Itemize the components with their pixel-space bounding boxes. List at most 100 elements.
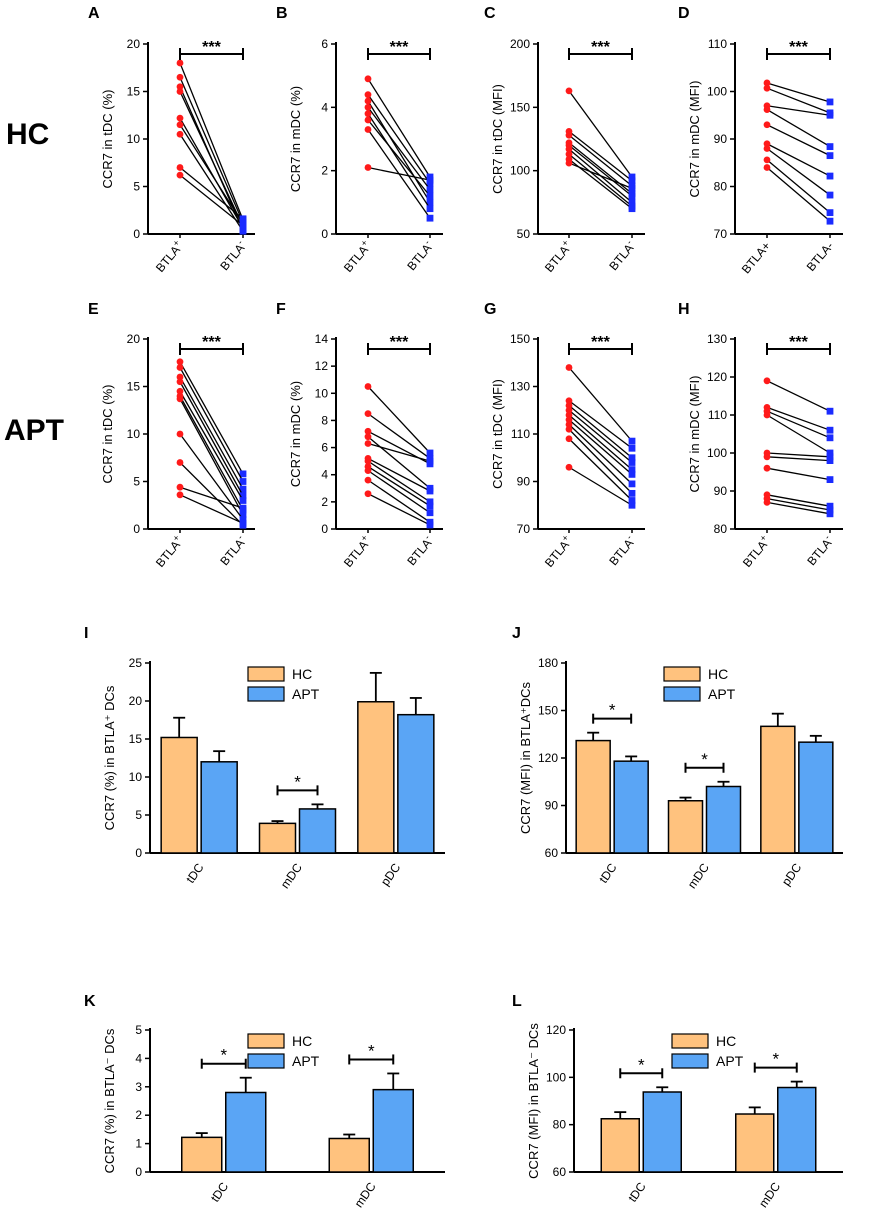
y-tick-label-J: 60 <box>545 846 559 860</box>
pair-line <box>766 501 831 515</box>
bar-hc <box>600 1118 640 1173</box>
legend-label-hc: HC <box>292 1033 312 1049</box>
legend-swatch-apt <box>247 686 285 702</box>
btla-neg-point <box>628 205 636 213</box>
btla-neg-point <box>426 457 434 465</box>
legend-label-hc: HC <box>708 666 728 682</box>
pair-line <box>568 142 633 194</box>
pair-line <box>766 82 831 103</box>
pair-line <box>179 398 244 516</box>
btla-neg-point <box>628 454 636 462</box>
legend-swatch-apt <box>671 1053 709 1069</box>
btla-neg-point <box>628 480 636 488</box>
btla-pos-point <box>176 130 184 138</box>
btla-pos-point <box>176 483 184 491</box>
y-tick-label-E: 10 <box>127 427 141 441</box>
y-tick-label-B: 6 <box>321 37 328 51</box>
y-tick-label-J: 120 <box>538 751 558 765</box>
y-tick-label-J: 90 <box>545 799 559 813</box>
x-tick-label-K: mDC <box>352 1179 379 1210</box>
bar-apt <box>372 1088 414 1173</box>
pair-line <box>568 438 633 501</box>
y-tick-label-E: 15 <box>127 380 141 394</box>
y-tick-label-D: 100 <box>707 85 727 99</box>
btla-neg-point <box>628 177 636 185</box>
y-tick-label-H: 120 <box>707 370 727 384</box>
panel-letter-F: F <box>276 301 286 318</box>
btla-pos-point <box>763 121 771 129</box>
panel-letter-A: A <box>88 5 100 22</box>
pair-line <box>179 390 244 501</box>
y-tick-label-E: 0 <box>133 522 140 536</box>
pair-line <box>367 166 431 181</box>
btla-neg-point <box>826 453 834 461</box>
y-tick-label-J: 150 <box>538 704 558 718</box>
y-tick-label-B: 0 <box>321 227 328 241</box>
panel-H: H 80 90 100 110 120 130 CCR7 in mDC (MFI) BTLA+ B… <box>678 301 843 570</box>
sig-label: * <box>294 772 301 791</box>
x-tick-label-A: BTLA- <box>216 238 249 274</box>
bar-hc <box>181 1136 223 1173</box>
pair-line <box>179 376 244 490</box>
pair-line <box>568 404 633 459</box>
btla-pos-point <box>565 411 573 419</box>
btla-neg-point <box>239 519 247 527</box>
btla-neg-point <box>826 476 834 483</box>
btla-pos-point <box>364 116 372 124</box>
y-tick-label-I: 0 <box>135 846 142 860</box>
btla-neg-point <box>826 449 834 457</box>
y-tick-label-L: 120 <box>546 1023 566 1037</box>
pair-line <box>766 494 831 507</box>
y-tick-label-K: 5 <box>135 1023 142 1037</box>
btla-neg-point <box>239 222 247 229</box>
btla-pos-point <box>763 377 771 385</box>
pair-line <box>568 144 633 197</box>
bar-hc <box>160 736 198 854</box>
btla-neg-point <box>628 489 636 497</box>
y-axis-title-L: CCR7 (MFI) in BTLA⁻ DCs <box>526 1023 541 1179</box>
y-tick-label-L: 60 <box>553 1165 567 1179</box>
y-tick-label-K: 3 <box>135 1080 142 1094</box>
pair-line <box>367 413 431 459</box>
btla-neg-point <box>826 407 834 415</box>
y-tick-label-I: 20 <box>129 694 143 708</box>
btla-pos-point <box>176 114 184 122</box>
btla-pos-point <box>565 397 573 405</box>
y-tick-label-C: 200 <box>510 37 530 51</box>
row-label-apt: APT <box>4 414 64 447</box>
pair-line <box>766 380 831 412</box>
bar-hc <box>258 822 297 854</box>
btla-pos-point <box>176 88 184 95</box>
btla-pos-point <box>565 402 573 409</box>
btla-pos-point <box>763 499 771 506</box>
pair-line <box>367 94 431 184</box>
pair-line <box>367 457 431 492</box>
btla-pos-point <box>565 435 573 443</box>
btla-neg-point <box>239 516 247 523</box>
x-tick-label-H: BTLA+ <box>738 533 773 570</box>
sig-label: *** <box>591 39 610 56</box>
x-tick-label-I: tDC <box>183 860 207 885</box>
btla-neg-point <box>628 173 636 181</box>
x-tick-label-A: BTLA+ <box>151 238 186 275</box>
btla-pos-point <box>364 476 372 484</box>
btla-neg-point <box>628 444 636 452</box>
y-tick-label-A: 20 <box>127 37 141 51</box>
panel-letter-D: D <box>678 5 690 22</box>
panel-I: I 0 5 10 15 20 25 CCR7 (%) in BTLA⁺ DCs tDC mDC pD… <box>84 625 445 891</box>
y-tick-label-B: 4 <box>321 100 328 114</box>
pair-line <box>766 410 831 439</box>
pair-line <box>179 62 244 220</box>
y-tick-label-F: 10 <box>315 386 329 400</box>
btla-neg-point <box>628 437 636 445</box>
btla-pos-point <box>763 453 771 461</box>
x-tick-label-E: BTLA+ <box>151 533 186 570</box>
y-tick-label-K: 0 <box>135 1165 142 1179</box>
pair-line <box>367 460 431 503</box>
btla-neg-point <box>426 509 434 517</box>
legend-label-apt: APT <box>708 686 736 702</box>
btla-neg-point <box>239 215 247 223</box>
panel-letter-C: C <box>484 5 496 22</box>
btla-pos-point <box>565 416 573 424</box>
btla-pos-point <box>364 97 372 105</box>
